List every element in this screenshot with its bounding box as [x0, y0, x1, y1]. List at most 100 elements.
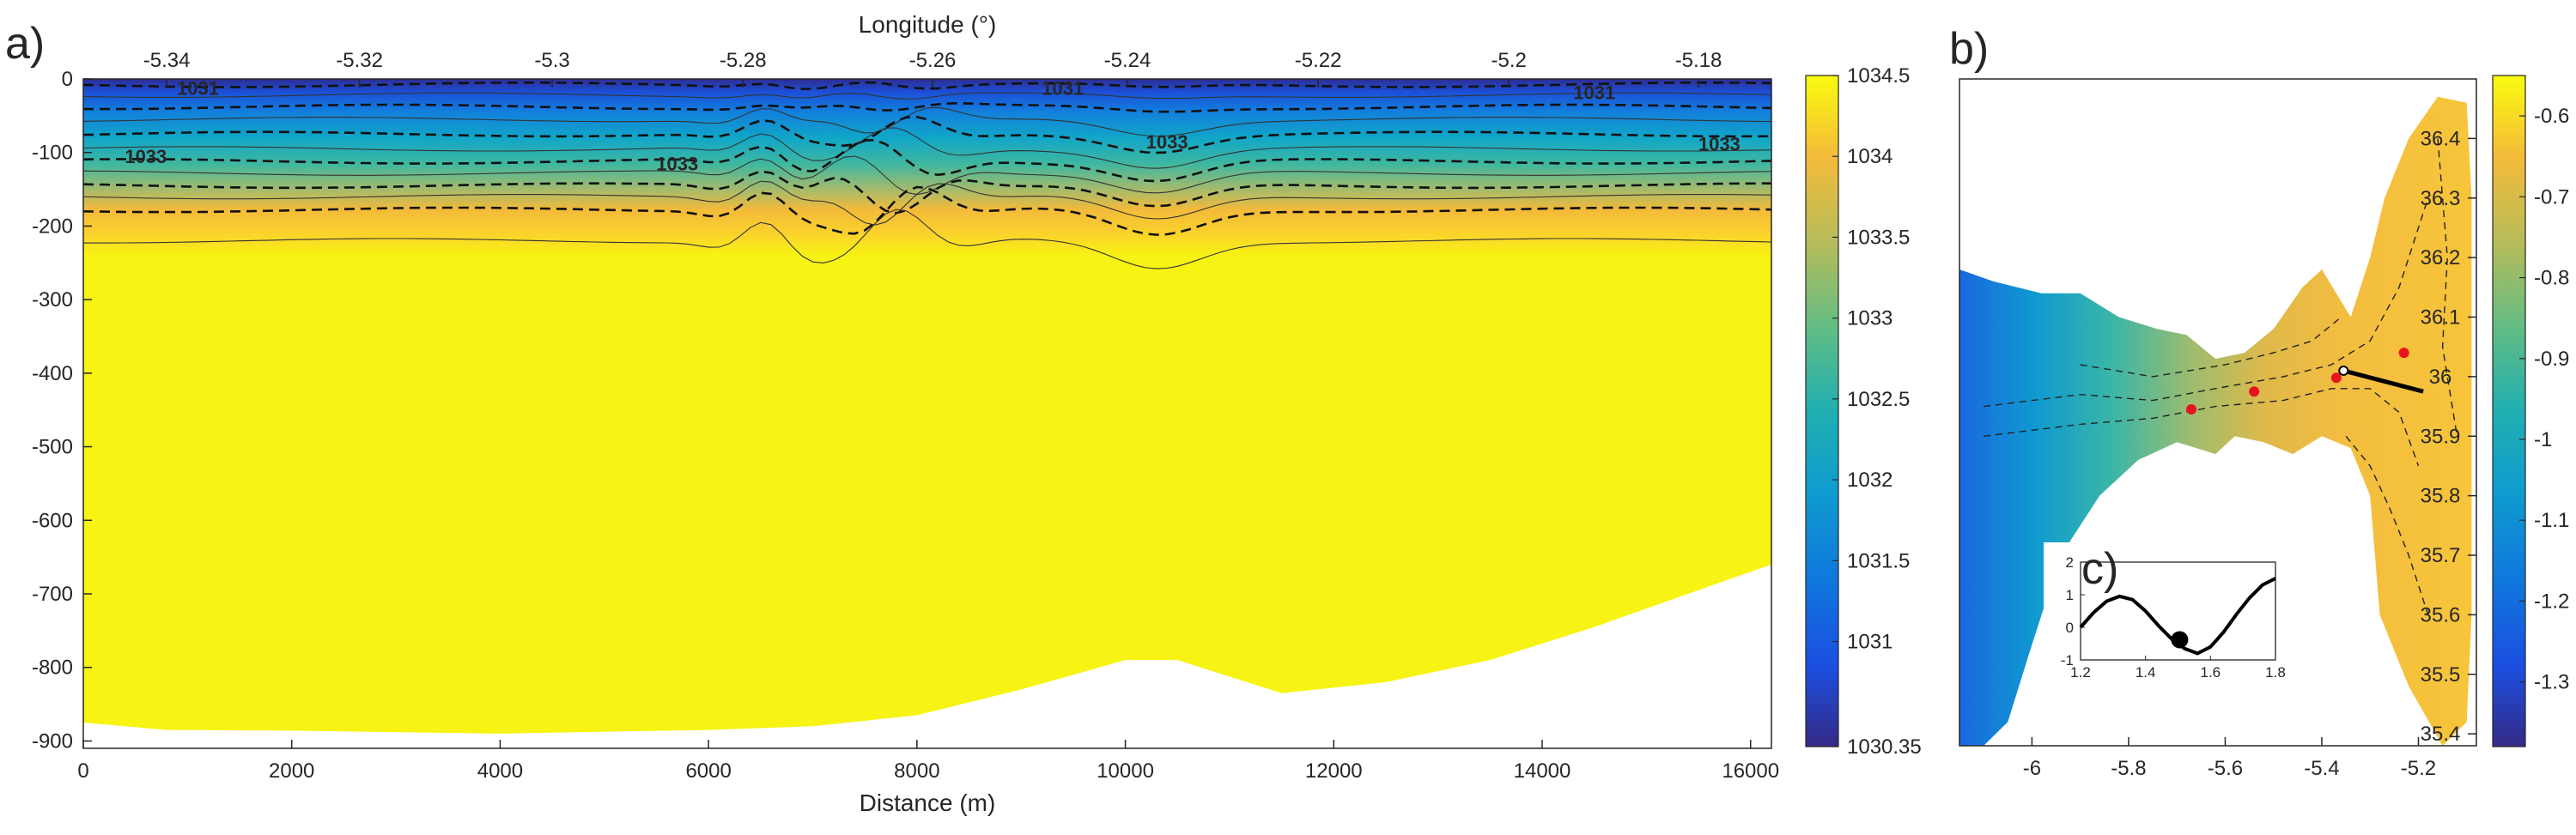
inset-x-ticks: 1.2 1.4 1.6 1.8	[2070, 656, 2286, 681]
transect-line	[2342, 368, 2424, 394]
colorbar-tick-label: 1034	[1847, 145, 1893, 168]
map-x-tick-label: -5.2	[2401, 757, 2436, 780]
map-contour	[1984, 388, 2420, 467]
x-tick-label: 4000	[477, 759, 523, 783]
top-axis-label: Longitude (°)	[859, 11, 997, 38]
density-contour	[83, 127, 1771, 169]
density-section-field	[83, 79, 1771, 734]
colorbar-tick-label: 1033.5	[1847, 226, 1910, 249]
y-tick-label: -100	[32, 142, 73, 165]
colorbar-a: 1030.35 1031 1031.5 1032 1032.5 1033 1033.5 103…	[1805, 64, 1922, 759]
density-contour	[83, 185, 1771, 236]
x-tick-label: 2000	[269, 759, 314, 783]
contour-label: 1033	[1146, 131, 1188, 153]
contour-label: 1033	[656, 154, 698, 175]
colorbar-tick-label: -0.6	[2534, 105, 2569, 128]
station-markers	[2186, 348, 2409, 415]
inset-x-tick-label: 1.2	[2070, 664, 2091, 681]
contour-label: 1033	[1698, 133, 1741, 154]
colorbar-tick-label: 1031.5	[1847, 549, 1910, 572]
transect-start-marker	[2338, 365, 2349, 376]
inset-background	[2044, 542, 2277, 663]
panel-label-a: a)	[5, 19, 45, 69]
density-contour	[83, 106, 1771, 137]
y-tick-label: 0	[62, 68, 73, 91]
y-tick-label: -200	[32, 215, 73, 238]
density-contour	[83, 180, 1771, 226]
panel-label-c: c)	[2081, 544, 2118, 594]
x-axis-label: Distance (m)	[860, 790, 996, 816]
strait-map-field	[1959, 96, 2472, 746]
inset-y-tick-label: 0	[2066, 620, 2074, 636]
map-x-tick-label: -5.8	[2111, 757, 2146, 780]
map-y-tick-label: 36.3	[2421, 187, 2461, 210]
contour-label: 1031	[177, 77, 219, 99]
y-tick-label: -400	[32, 362, 73, 385]
y-tick-label: -300	[32, 288, 73, 312]
x-tick-label: 10000	[1097, 759, 1154, 783]
map-y-tick-label: 35.5	[2421, 663, 2461, 687]
colorbar-tick-label: -1.1	[2534, 509, 2569, 532]
colorbar-tick-label: 1031	[1847, 631, 1893, 654]
x-axis-ticks: 0 2000 4000 6000 8000 10000 12000 14000 16000	[77, 740, 1779, 783]
colorbar-tick-label: -1.3	[2534, 671, 2569, 694]
colorbar-b-scale	[2492, 75, 2526, 747]
density-contour	[83, 138, 1771, 183]
map-y-tick-label: 35.4	[2421, 723, 2461, 746]
colorbar-tick-label: 1030.35	[1847, 735, 1922, 759]
density-contour	[83, 81, 1771, 91]
map-y-tick-label: 36.2	[2421, 246, 2461, 269]
map-y-ticks: 35.4 35.5 35.6 35.7 35.8 35.9 36 36.1 36.2 36.3 36…	[2421, 127, 2476, 746]
colorbar-a-ticks: 1030.35 1031 1031.5 1032 1032.5 1033 1033.5 103…	[1832, 64, 1922, 759]
colorbar-tick-label: -0.7	[2534, 185, 2569, 209]
inset-x-tick-label: 1.8	[2265, 664, 2286, 681]
y-axis-ticks: 0 -100 -200 -300 -400 -500 -600 -700 -800 -900	[32, 68, 92, 753]
colorbar-tick-label: 1032	[1847, 469, 1893, 492]
y-tick-label: -700	[32, 583, 73, 606]
inset-x-tick-label: 1.6	[2201, 664, 2221, 681]
longitude-axis-ticks: -5.34 -5.32 -5.3 -5.28 -5.26 -5.24 -5.22 -5.2 -5…	[143, 49, 1722, 88]
map-y-tick-label: 35.6	[2421, 603, 2461, 626]
panel-b: -6 -5.8 -5.6 -5.4 -5.2 35.435.535.635.735.83…	[1949, 24, 2477, 780]
map-contour	[2345, 435, 2429, 615]
station-marker	[2330, 372, 2342, 384]
panel-label-b: b)	[1949, 24, 1989, 74]
contour-labels: 1031 1031 1031 1033 1033 1033 1033	[125, 77, 1740, 174]
top-tick-label: -5.2	[1491, 49, 1526, 72]
inset-y-tick-label: -1	[2061, 652, 2074, 669]
x-tick-label: 0	[77, 759, 88, 783]
map-y-tick-label: 35.7	[2421, 544, 2461, 567]
map-contour	[2080, 316, 2342, 378]
map-contour	[2437, 138, 2458, 437]
top-tick-label: -5.18	[1675, 49, 1722, 72]
x-tick-label: 8000	[894, 759, 939, 783]
top-tick-label: -5.34	[143, 49, 191, 72]
axes-frame-c	[2080, 561, 2276, 661]
inset-x-tick-label: 1.4	[2136, 664, 2156, 681]
x-tick-label: 6000	[685, 759, 731, 783]
y-tick-label: -800	[32, 657, 73, 680]
map-y-tick-label: 36	[2429, 366, 2452, 389]
density-contour	[83, 155, 1771, 196]
top-tick-label: -5.32	[336, 49, 383, 72]
station-marker	[2249, 386, 2260, 397]
density-contour	[83, 101, 1771, 113]
density-contours	[83, 81, 1771, 269]
colorbar-tick-label: -0.8	[2534, 267, 2569, 290]
map-x-tick-label: -5.4	[2304, 757, 2339, 780]
map-x-ticks: -6 -5.8 -5.6 -5.4 -5.2	[2023, 737, 2436, 780]
top-tick-label: -5.28	[720, 49, 767, 72]
axes-frame-b	[1959, 78, 2477, 747]
inset-highlight-point	[2171, 631, 2189, 649]
y-tick-label: -500	[32, 436, 73, 459]
x-tick-label: 14000	[1514, 759, 1571, 783]
x-tick-label: 16000	[1722, 759, 1779, 783]
map-y-tick-label: 35.8	[2421, 485, 2461, 508]
map-contour	[1984, 197, 2429, 408]
map-y-tick-label: 36.1	[2421, 306, 2461, 330]
colorbar-tick-label: -0.9	[2534, 348, 2569, 371]
y-tick-label: -600	[32, 509, 73, 532]
top-tick-label: -5.3	[534, 49, 569, 72]
inset-y-tick-label: 1	[2066, 587, 2074, 603]
station-marker	[2186, 404, 2197, 415]
